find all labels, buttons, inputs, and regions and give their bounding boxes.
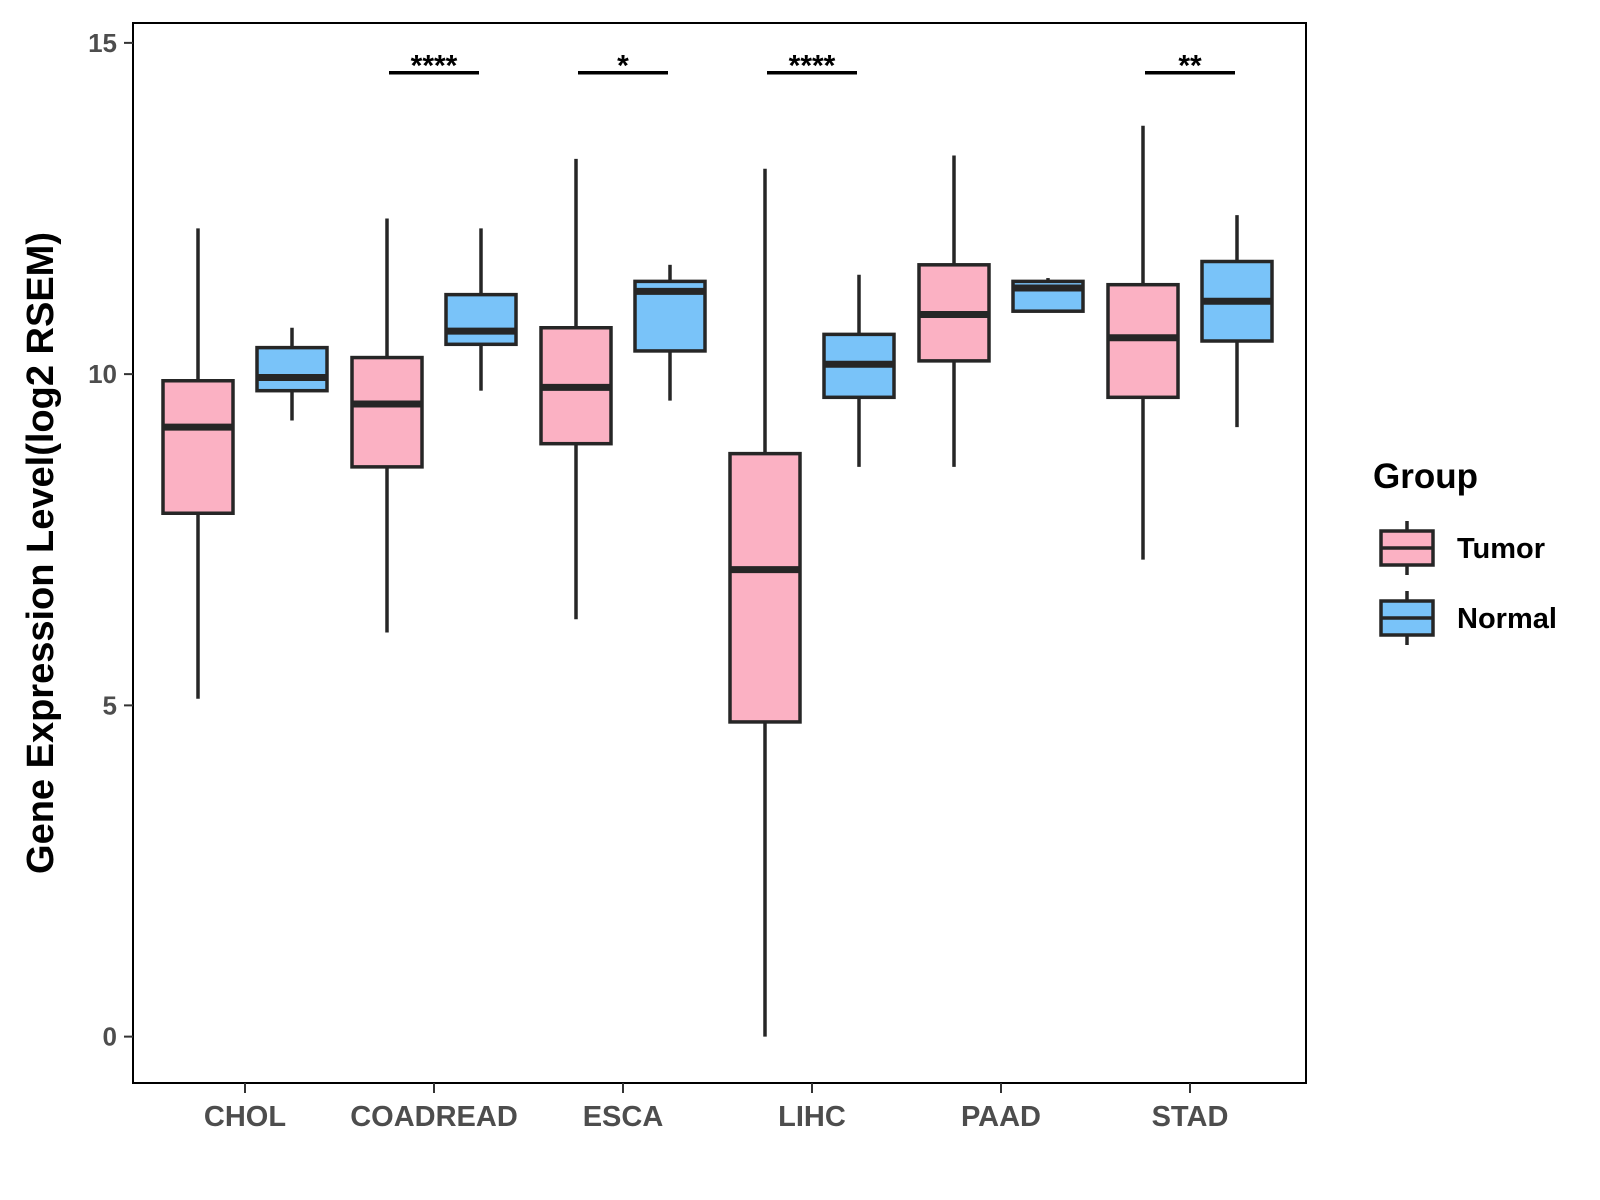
axes: 0 5 10 15 CHOL COADREAD ESCA LIHC PAAD STAD [88, 28, 1228, 1133]
legend: Group Tumor Normal [1373, 457, 1557, 645]
tumor-iqr-box-lihc [728, 451, 802, 724]
normal-box-chol [255, 327, 329, 421]
x-tick-label-chol: CHOL [204, 1101, 286, 1133]
significance-lihc: **** [767, 50, 857, 83]
tumor-iqr-box-coadread [350, 355, 424, 469]
normal-box-stad [1200, 215, 1274, 428]
y-axis-label: Gene Expression Level(log2 RSEM) [20, 232, 62, 874]
legend-key-normal [1379, 591, 1435, 645]
y-tick-label-0: 0 [103, 1022, 117, 1052]
legend-label-normal: Normal [1457, 603, 1557, 635]
x-tick-label-esca: ESCA [583, 1101, 664, 1133]
x-tick-label-paad: PAAD [961, 1101, 1041, 1133]
significance-label-esca: * [617, 50, 629, 83]
significance-esca: * [578, 50, 668, 83]
normal-box-lihc [822, 274, 896, 467]
significance-coadread: **** [389, 50, 479, 83]
x-tick-label-coadread: COADREAD [350, 1101, 518, 1133]
legend-item-tumor: Tumor [1379, 521, 1545, 575]
tumor-box-chol [161, 228, 235, 699]
normal-iqr-box-chol [255, 345, 329, 393]
significance-label-coadread: **** [411, 50, 458, 83]
x-tick-label-stad: STAD [1152, 1101, 1229, 1133]
legend-item-normal: Normal [1379, 591, 1557, 645]
significance-label-lihc: **** [789, 50, 836, 83]
y-tick-label-5: 5 [103, 690, 117, 720]
y-tick-label-10: 10 [88, 359, 117, 389]
tumor-box-paad [917, 155, 991, 467]
x-tick-label-lihc: LIHC [778, 1101, 846, 1133]
legend-title: Group [1373, 457, 1478, 496]
tumor-box-stad [1106, 125, 1180, 560]
plot-area: **** * **** ** [161, 50, 1274, 1037]
tumor-box-esca [539, 158, 613, 620]
tumor-box-coadread [350, 218, 424, 633]
significance-label-stad: ** [1178, 50, 1202, 83]
legend-label-tumor: Tumor [1457, 533, 1545, 565]
y-tick-label-15: 15 [88, 28, 117, 58]
tumor-box-lihc [728, 168, 802, 1037]
normal-box-esca [633, 264, 707, 401]
normal-box-coadread [444, 228, 518, 391]
plot-panel-border [132, 22, 1307, 1084]
significance-stad: ** [1145, 50, 1235, 83]
legend-key-tumor [1379, 521, 1435, 575]
normal-iqr-box-coadread [444, 292, 518, 347]
normal-box-paad [1011, 278, 1085, 313]
tumor-iqr-box-chol [161, 379, 235, 515]
